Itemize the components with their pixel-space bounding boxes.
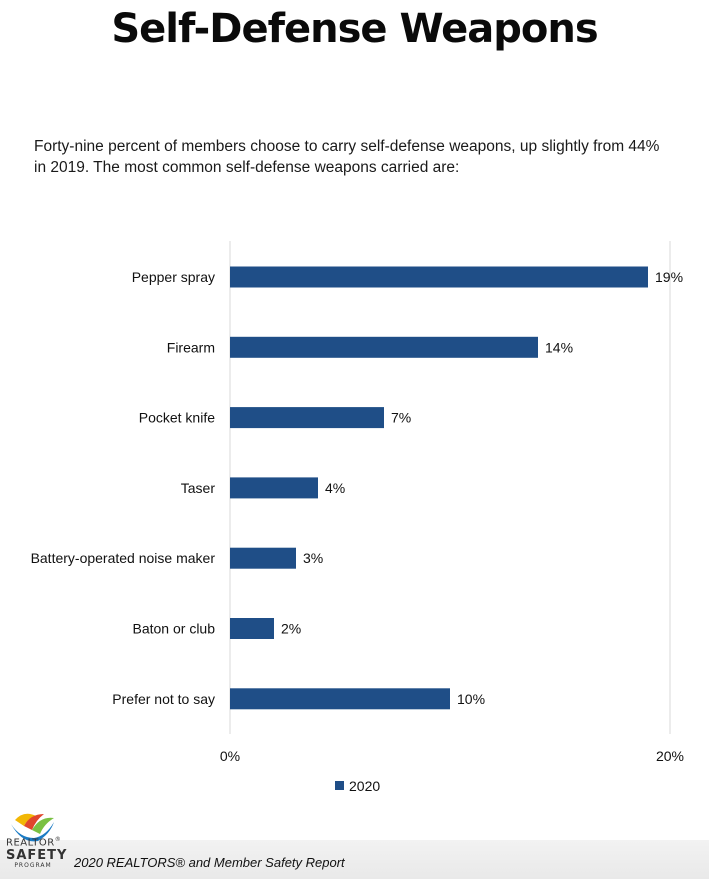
legend-swatch <box>335 781 344 790</box>
bar <box>230 688 450 710</box>
bar-chart: 0% 20% Pepper spray 19% Firearm 14% Pocket kni… <box>31 241 684 794</box>
data-label: 3% <box>303 550 323 566</box>
bar <box>230 618 274 639</box>
footer-bar <box>0 840 709 879</box>
category-label: Pocket knife <box>139 410 215 426</box>
data-label: 10% <box>457 691 485 707</box>
x-tick-label: 20% <box>656 748 684 764</box>
chart-subtitle: Forty-nine percent of members choose to … <box>34 138 660 176</box>
logo-line-realtor: REALTOR <box>6 837 55 849</box>
data-label: 14% <box>545 339 573 355</box>
data-label: 19% <box>655 269 683 285</box>
data-label: 7% <box>391 410 411 426</box>
bar <box>230 407 384 429</box>
category-label: Firearm <box>167 339 215 355</box>
bar <box>230 477 318 499</box>
bar <box>230 547 296 569</box>
category-label: Battery-operated noise maker <box>31 550 216 566</box>
logo-text: REALTOR® SAFETY PROGRAM <box>6 836 68 870</box>
logo-line-program: PROGRAM <box>14 862 52 870</box>
category-label: Taser <box>181 480 216 496</box>
category-label: Prefer not to say <box>112 691 215 707</box>
realtor-safety-logo-icon <box>11 813 54 842</box>
page-title: Self-Defense Weapons <box>111 6 598 52</box>
logo-line-safety: SAFETY <box>6 848 68 864</box>
legend-label: 2020 <box>349 778 380 794</box>
x-tick-label: 0% <box>220 748 240 764</box>
report-footer: 2020 REALTORS® and Member Safety Report <box>74 855 345 870</box>
bar <box>230 266 648 288</box>
category-label: Baton or club <box>133 621 216 637</box>
category-label: Pepper spray <box>132 269 215 285</box>
logo-registered-mark: ® <box>54 836 62 843</box>
bar <box>230 336 538 358</box>
data-label: 4% <box>325 480 345 496</box>
data-label: 2% <box>281 621 301 637</box>
